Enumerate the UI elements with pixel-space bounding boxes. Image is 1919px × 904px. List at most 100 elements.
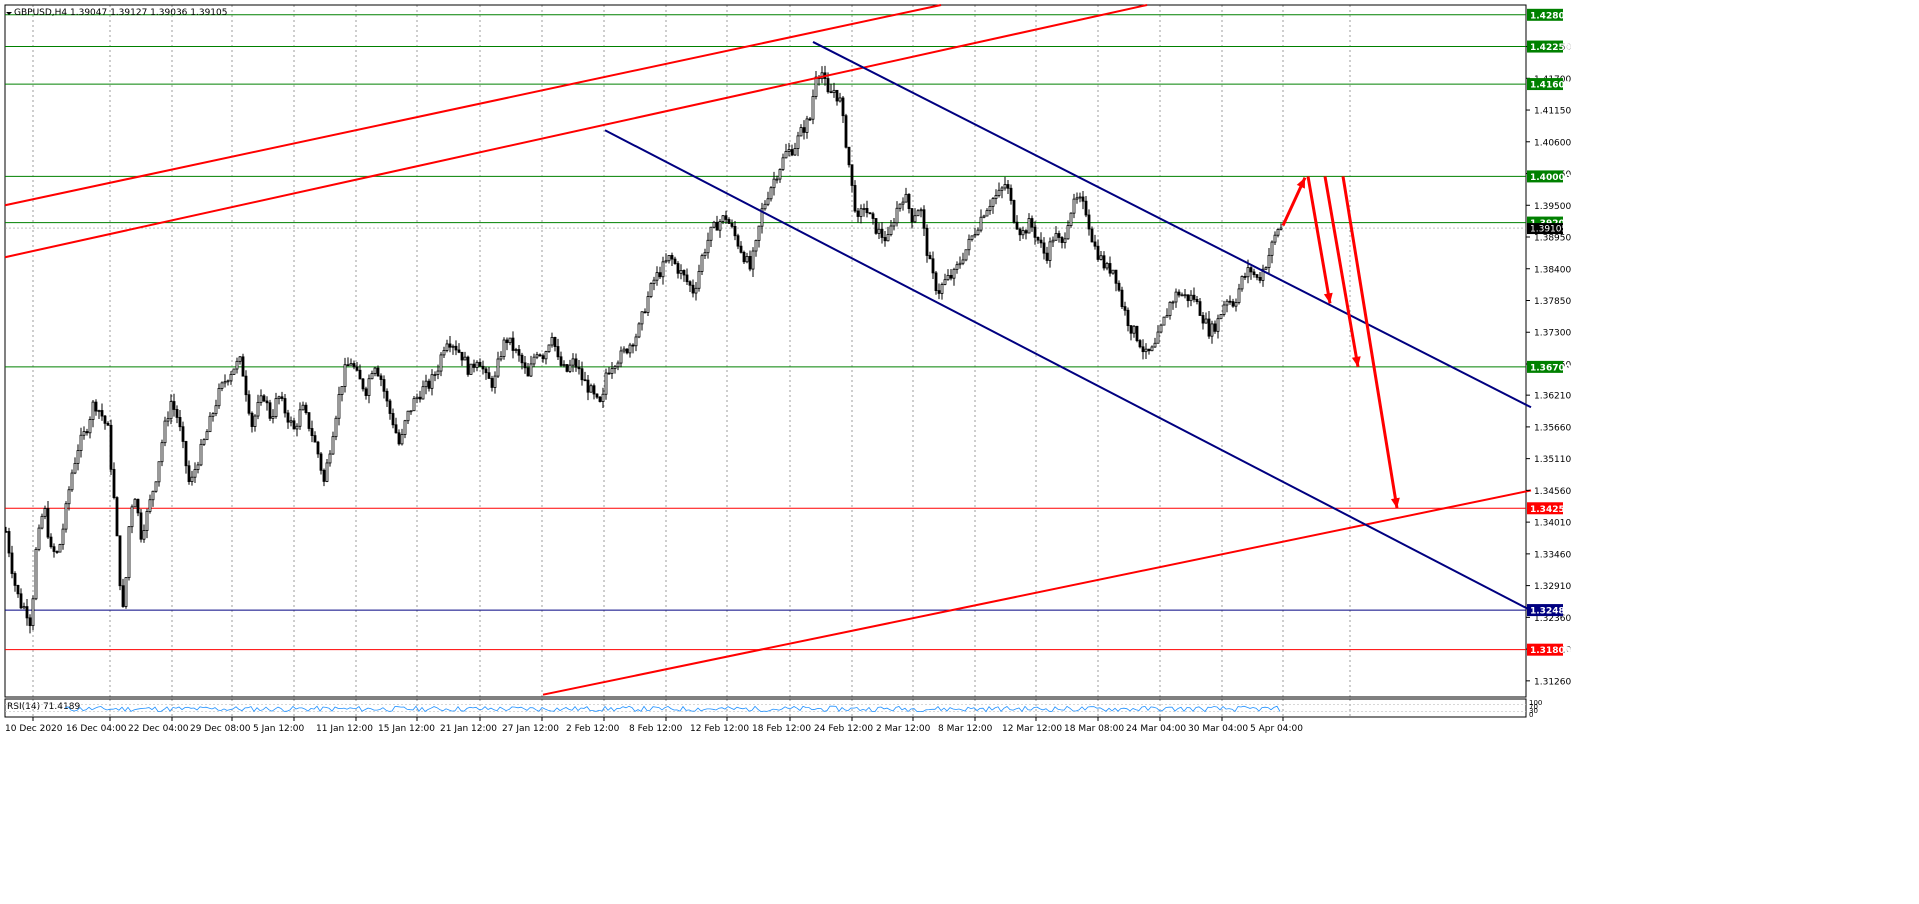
candle <box>904 187 908 203</box>
candle <box>811 89 815 125</box>
candle-body <box>829 91 833 94</box>
candle <box>796 131 800 157</box>
candle <box>1096 239 1100 262</box>
candle <box>385 388 389 407</box>
candle <box>658 266 662 279</box>
candle <box>901 197 905 211</box>
candle-body <box>598 396 602 402</box>
candle <box>739 241 743 254</box>
candle-body <box>1216 318 1220 332</box>
candle-body <box>1225 300 1229 306</box>
candle <box>1021 226 1025 239</box>
candle-body <box>256 401 260 417</box>
candle-body <box>1273 234 1277 243</box>
candle <box>289 416 293 427</box>
candle-body <box>223 381 227 384</box>
candle-body <box>460 351 464 361</box>
candle <box>910 208 914 229</box>
projection-arrow <box>1281 176 1307 227</box>
candle-body <box>565 364 569 372</box>
candle <box>727 217 731 224</box>
candle-body <box>553 336 557 347</box>
candle <box>676 261 680 279</box>
candle-body <box>718 221 722 231</box>
candle <box>1174 288 1178 308</box>
candle-body <box>49 536 53 548</box>
candle-body <box>1021 230 1025 236</box>
candle-body <box>100 410 104 417</box>
candle <box>514 347 518 354</box>
candle <box>1063 232 1067 249</box>
candle <box>610 362 614 379</box>
projection-arrow <box>1341 176 1400 509</box>
candle-body <box>28 617 32 627</box>
candle-body <box>355 366 359 371</box>
candle <box>1255 273 1259 281</box>
candle <box>127 526 131 581</box>
candle <box>130 504 134 534</box>
candle <box>1087 209 1091 236</box>
candle <box>73 457 77 475</box>
candle <box>958 256 962 269</box>
candle <box>799 124 803 137</box>
candle-body <box>583 379 587 382</box>
candle <box>283 394 287 418</box>
candle-body <box>304 404 308 414</box>
candle <box>64 501 68 533</box>
candle <box>832 82 836 98</box>
candle <box>670 252 674 267</box>
candle <box>721 214 725 225</box>
candle-body <box>217 387 221 407</box>
level-label: 1.36700 <box>1530 363 1571 373</box>
candle <box>274 392 278 419</box>
candle-body <box>619 350 623 364</box>
level-label: 1.34250 <box>1530 505 1571 515</box>
candle-body <box>568 364 572 372</box>
candle-body <box>475 361 479 368</box>
candle-body <box>796 135 800 149</box>
candle-body <box>1096 245 1100 260</box>
candle-body <box>751 250 755 270</box>
candle-body <box>826 78 830 93</box>
candle-body <box>1039 239 1043 244</box>
candle-body <box>70 472 74 491</box>
candle <box>781 153 785 172</box>
candle-body <box>442 350 446 356</box>
candle <box>934 270 938 295</box>
price-tick-label: 1.31260 <box>1534 677 1571 687</box>
candle-body <box>157 461 161 483</box>
candle <box>25 598 29 626</box>
candle-body <box>1210 323 1214 337</box>
candle-body <box>1243 276 1247 278</box>
candle-body <box>643 311 647 314</box>
candle-body <box>313 435 317 443</box>
candle <box>223 374 227 388</box>
candle <box>646 291 650 316</box>
candle <box>898 203 902 212</box>
trend-line <box>604 129 1532 612</box>
candle <box>148 494 152 514</box>
candle-body <box>439 354 443 372</box>
candle <box>1210 320 1214 344</box>
candle-body <box>178 417 182 428</box>
candle <box>907 193 911 214</box>
arrow-head <box>1390 497 1400 509</box>
candle <box>16 584 20 598</box>
candle <box>640 311 644 331</box>
candle <box>1168 301 1172 320</box>
candle-body <box>880 228 884 238</box>
candle-body <box>295 425 299 430</box>
candle-body <box>322 469 326 482</box>
candle-body <box>448 343 452 348</box>
candle <box>1057 230 1061 243</box>
candle-body <box>1015 221 1019 230</box>
candle <box>1084 195 1088 218</box>
candle <box>103 415 107 430</box>
candle <box>793 142 797 156</box>
candle-body <box>361 378 365 390</box>
candle <box>19 588 23 610</box>
time-label: 5 Jan 12:00 <box>253 724 305 734</box>
indicator-frame <box>4 698 1527 718</box>
candle-body <box>955 264 959 270</box>
